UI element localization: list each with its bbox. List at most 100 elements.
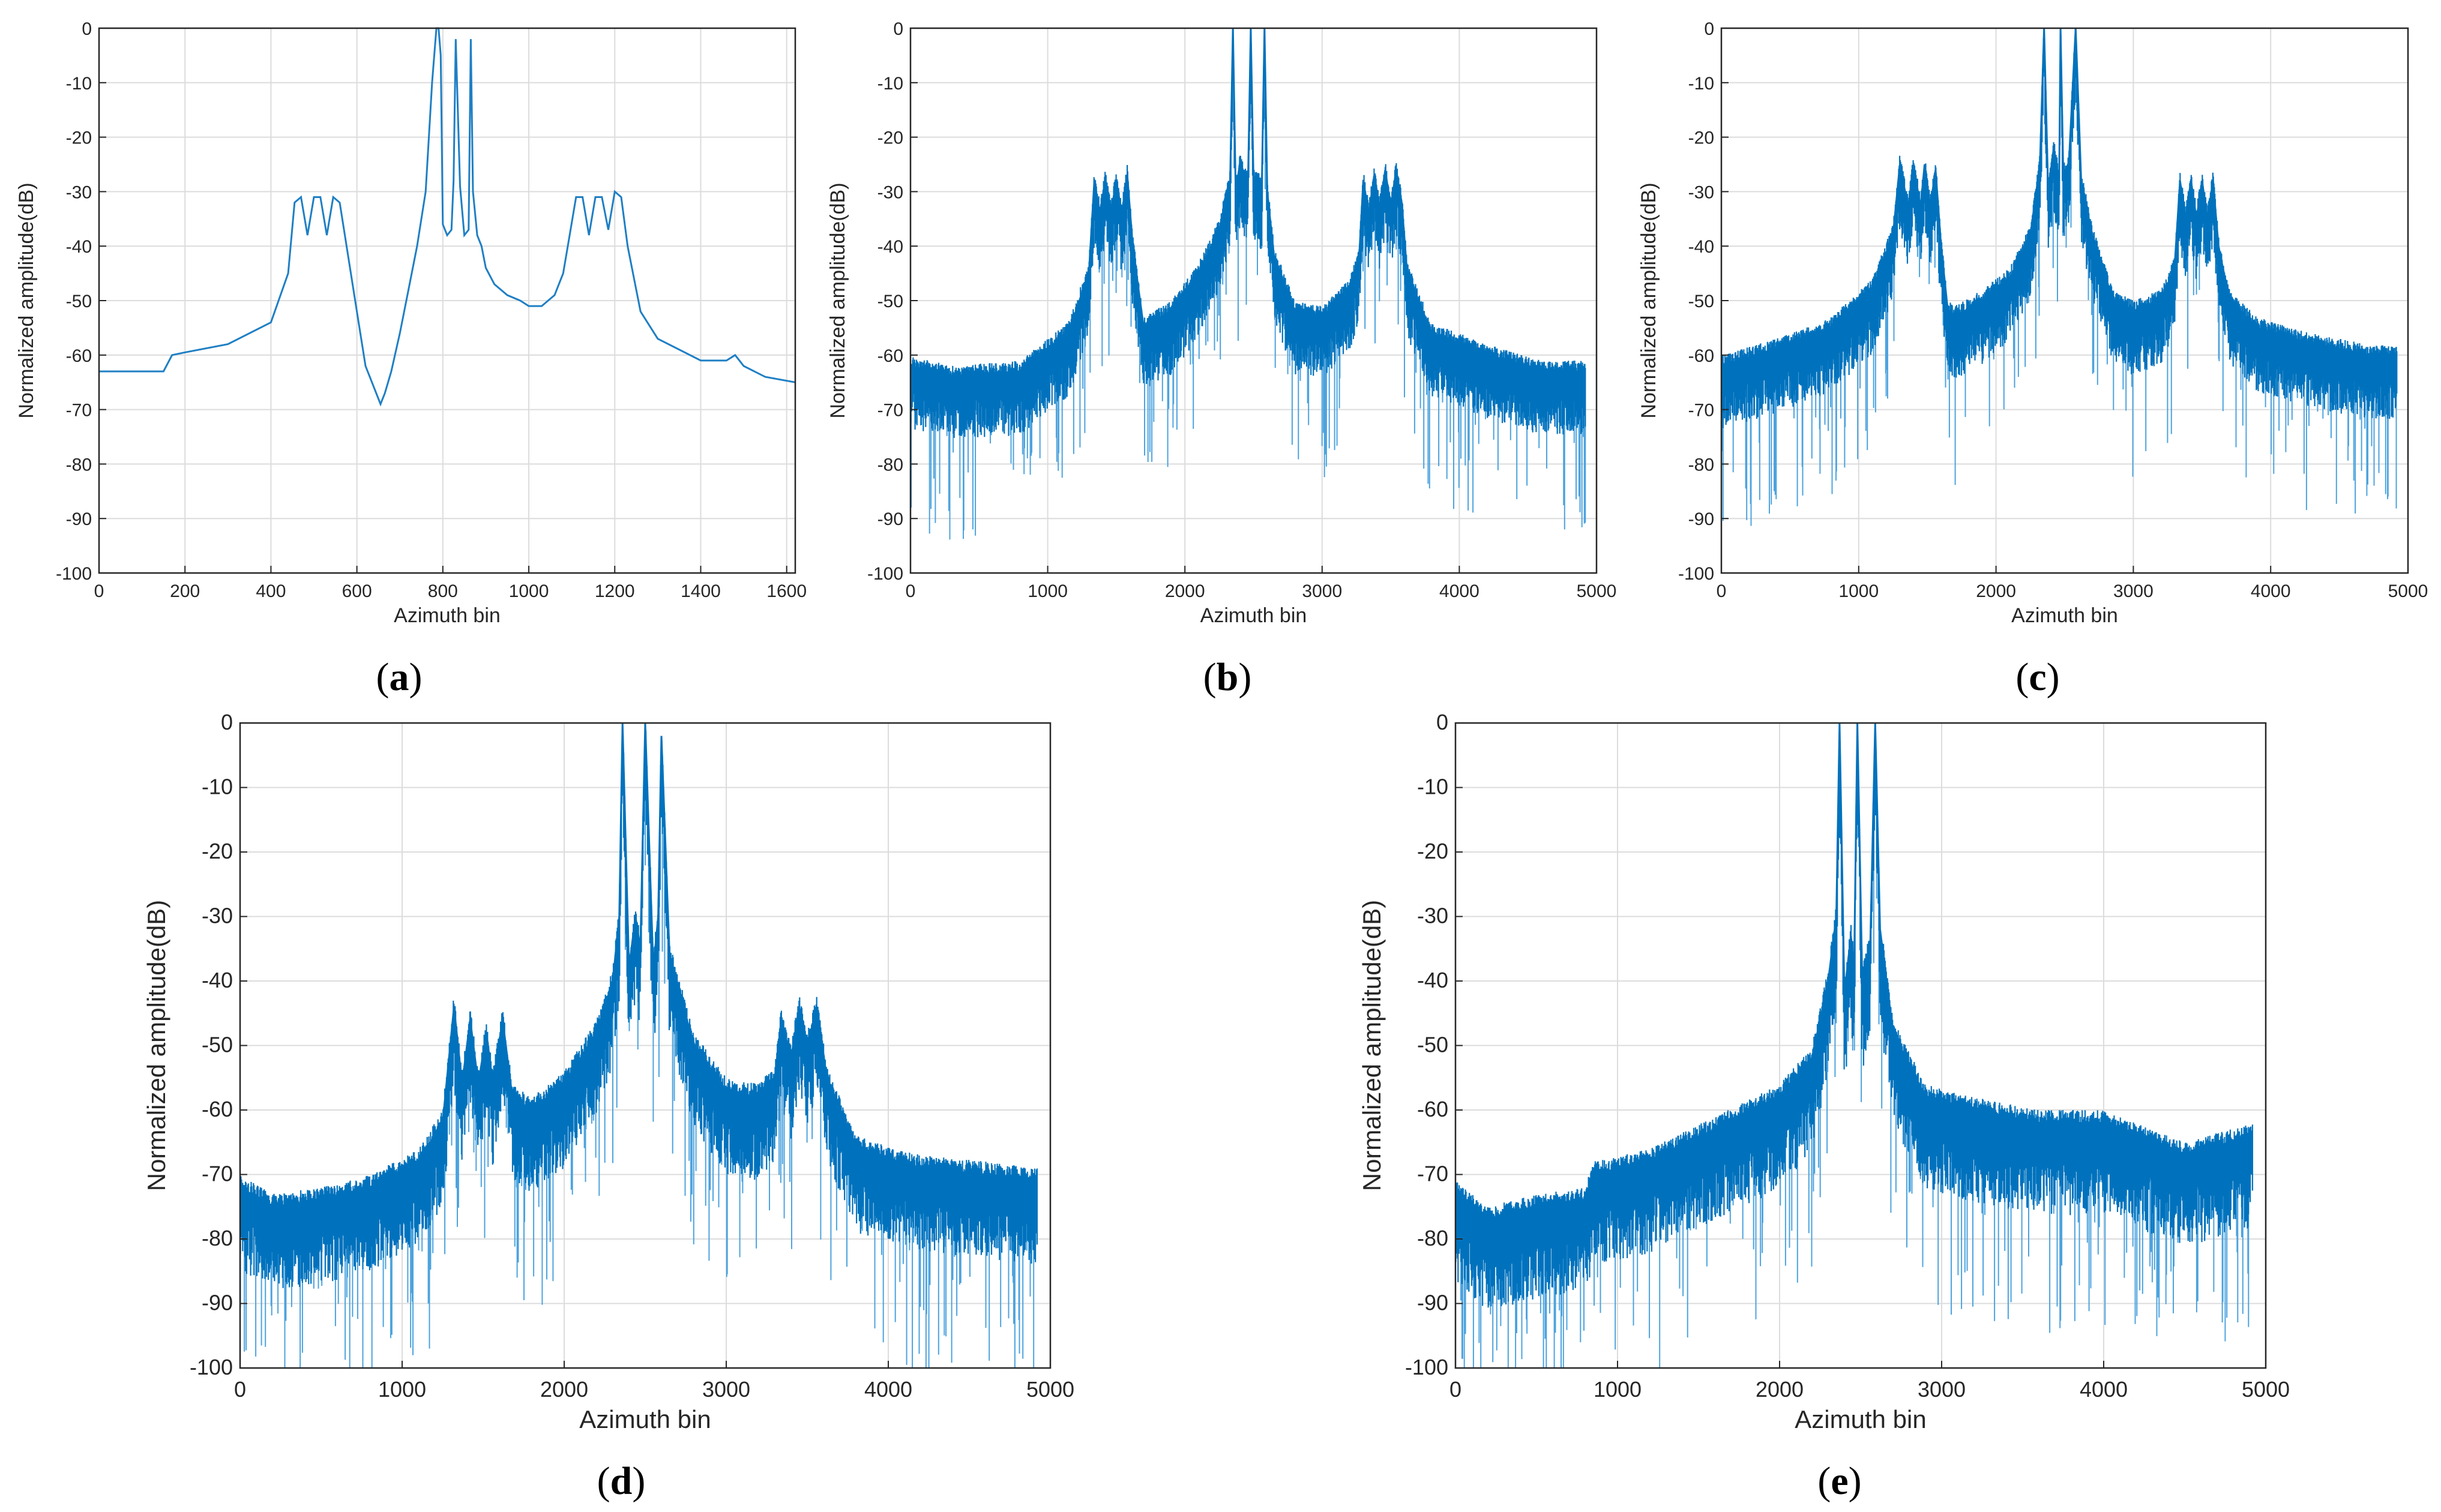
x-axis-label: Azimuth bin xyxy=(1200,604,1307,627)
y-tick-label: -80 xyxy=(1688,455,1714,475)
x-tick-label: 0 xyxy=(234,1377,246,1402)
y-axis-label: Normalized amplitude(dB) xyxy=(15,182,38,418)
series-line xyxy=(910,28,1586,378)
y-tick-label: -20 xyxy=(202,839,233,863)
y-tick-label: -50 xyxy=(1417,1033,1448,1057)
series-line xyxy=(1455,722,2253,1221)
y-tick-label: -80 xyxy=(1417,1226,1448,1250)
x-tick-label: 4000 xyxy=(864,1377,912,1402)
x-tick-label: 1000 xyxy=(509,581,549,601)
panel-label-c: (c) xyxy=(2015,655,2059,699)
x-tick-label: 5000 xyxy=(2388,581,2428,601)
y-tick-label: -100 xyxy=(1405,1355,1448,1379)
panel-label-e: (e) xyxy=(1817,1459,1861,1503)
y-tick-label: -10 xyxy=(202,775,233,799)
y-tick-label: -60 xyxy=(66,346,92,366)
series-line xyxy=(99,27,796,407)
x-tick-label: 0 xyxy=(1449,1377,1461,1402)
x-tick-label: 1200 xyxy=(595,581,635,601)
y-tick-label: -40 xyxy=(877,237,903,257)
x-tick-label: 1000 xyxy=(1594,1377,1642,1402)
x-tick-label: 0 xyxy=(94,581,104,601)
x-tick-label: 600 xyxy=(342,581,372,601)
x-tick-label: 5000 xyxy=(1577,581,1617,601)
x-tick-label: 1600 xyxy=(766,581,807,601)
y-tick-label: -70 xyxy=(1688,401,1714,421)
y-tick-label: -60 xyxy=(1417,1097,1448,1121)
y-tick-label: -30 xyxy=(202,904,233,928)
panel-label-a: (a) xyxy=(376,655,423,699)
y-tick-label: -10 xyxy=(877,74,903,94)
chart-b: 0 1000 2000 3000 4000 5000 0 -10 -20 -30 -40 -50 -60… xyxy=(826,19,1616,627)
y-tick-label: -60 xyxy=(202,1097,233,1121)
y-tick-label: -60 xyxy=(877,346,903,366)
chart-d: 0 1000 2000 3000 4000 5000 0 -10 -20 -30 -40 -50 -60… xyxy=(142,710,1074,1433)
y-tick-label: -30 xyxy=(1688,182,1714,202)
x-tick-label: 800 xyxy=(428,581,458,601)
y-axis-label: Normalized amplitude(dB) xyxy=(1358,900,1386,1192)
chart-c: 0 1000 2000 3000 4000 5000 0 -10 -20 -30 -40 -50 -60… xyxy=(1637,19,2428,627)
y-tick-label: -20 xyxy=(1688,128,1714,148)
x-tick-label: 1400 xyxy=(681,581,721,601)
y-tick-label: -60 xyxy=(1688,346,1714,366)
chart-a: 0 200 400 600 800 1000 1200 1400 1600 0 -10 -20 -30 -… xyxy=(15,19,807,627)
y-axis-label: Normalized amplitude(dB) xyxy=(1637,182,1660,418)
x-tick-label: 3000 xyxy=(1918,1377,1966,1402)
x-tick-label: 4000 xyxy=(2251,581,2291,601)
x-tick-label: 2000 xyxy=(1165,581,1205,601)
y-tick-label: -100 xyxy=(867,564,903,584)
y-tick-label: -80 xyxy=(877,455,903,475)
x-tick-label: 5000 xyxy=(1026,1377,1074,1402)
x-tick-label: 2000 xyxy=(540,1377,588,1402)
y-tick-label: -10 xyxy=(66,74,92,94)
x-tick-label: 3000 xyxy=(2113,581,2154,601)
panel-label-b: (b) xyxy=(1203,655,1252,699)
y-tick-label: -20 xyxy=(1417,839,1448,863)
x-axis-label: Azimuth bin xyxy=(394,604,501,627)
x-tick-label: 1000 xyxy=(1028,581,1068,601)
x-tick-label: 1000 xyxy=(378,1377,426,1402)
y-tick-label: -50 xyxy=(877,292,903,311)
y-tick-label: 0 xyxy=(893,19,903,39)
y-axis-label: Normalized amplitude(dB) xyxy=(826,182,849,418)
x-tick-label: 2000 xyxy=(1756,1377,1804,1402)
y-tick-label: -40 xyxy=(1417,968,1448,992)
x-tick-label: 1000 xyxy=(1838,581,1879,601)
y-tick-label: -90 xyxy=(66,509,92,529)
y-tick-label: -90 xyxy=(202,1291,233,1315)
x-tick-label: 3000 xyxy=(702,1377,750,1402)
y-tick-label: -50 xyxy=(202,1033,233,1057)
y-tick-label: 0 xyxy=(1704,19,1714,39)
x-tick-label: 0 xyxy=(1717,581,1727,601)
x-axis-label: Azimuth bin xyxy=(1795,1405,1926,1433)
y-tick-label: -10 xyxy=(1417,775,1448,799)
panel-label-d: (d) xyxy=(597,1459,646,1503)
x-tick-label: 400 xyxy=(256,581,286,601)
y-tick-label: -20 xyxy=(66,128,92,148)
y-tick-label: -70 xyxy=(877,401,903,421)
y-axis-label: Normalized amplitude(dB) xyxy=(142,900,170,1192)
y-tick-label: -70 xyxy=(202,1162,233,1186)
x-tick-label: 200 xyxy=(170,581,200,601)
y-tick-label: 0 xyxy=(82,19,92,39)
y-tick-label: -30 xyxy=(877,182,903,202)
y-tick-label: -40 xyxy=(202,968,233,992)
y-tick-label: -90 xyxy=(1417,1291,1448,1315)
y-tick-label: -30 xyxy=(1417,904,1448,928)
y-tick-label: -50 xyxy=(66,292,92,311)
y-tick-label: -40 xyxy=(1688,237,1714,257)
x-tick-label: 5000 xyxy=(2242,1377,2290,1402)
y-tick-label: -40 xyxy=(66,237,92,257)
y-tick-label: -50 xyxy=(1688,292,1714,311)
y-tick-label: -100 xyxy=(1678,564,1714,584)
x-axis-label: Azimuth bin xyxy=(579,1405,711,1433)
x-tick-label: 4000 xyxy=(1439,581,1479,601)
x-axis-label: Azimuth bin xyxy=(2011,604,2118,627)
y-tick-label: -30 xyxy=(66,182,92,202)
x-tick-label: 0 xyxy=(906,581,916,601)
y-tick-label: -20 xyxy=(877,128,903,148)
y-tick-label: -80 xyxy=(202,1226,233,1250)
y-tick-label: -100 xyxy=(190,1355,233,1379)
y-tick-label: 0 xyxy=(221,710,233,734)
